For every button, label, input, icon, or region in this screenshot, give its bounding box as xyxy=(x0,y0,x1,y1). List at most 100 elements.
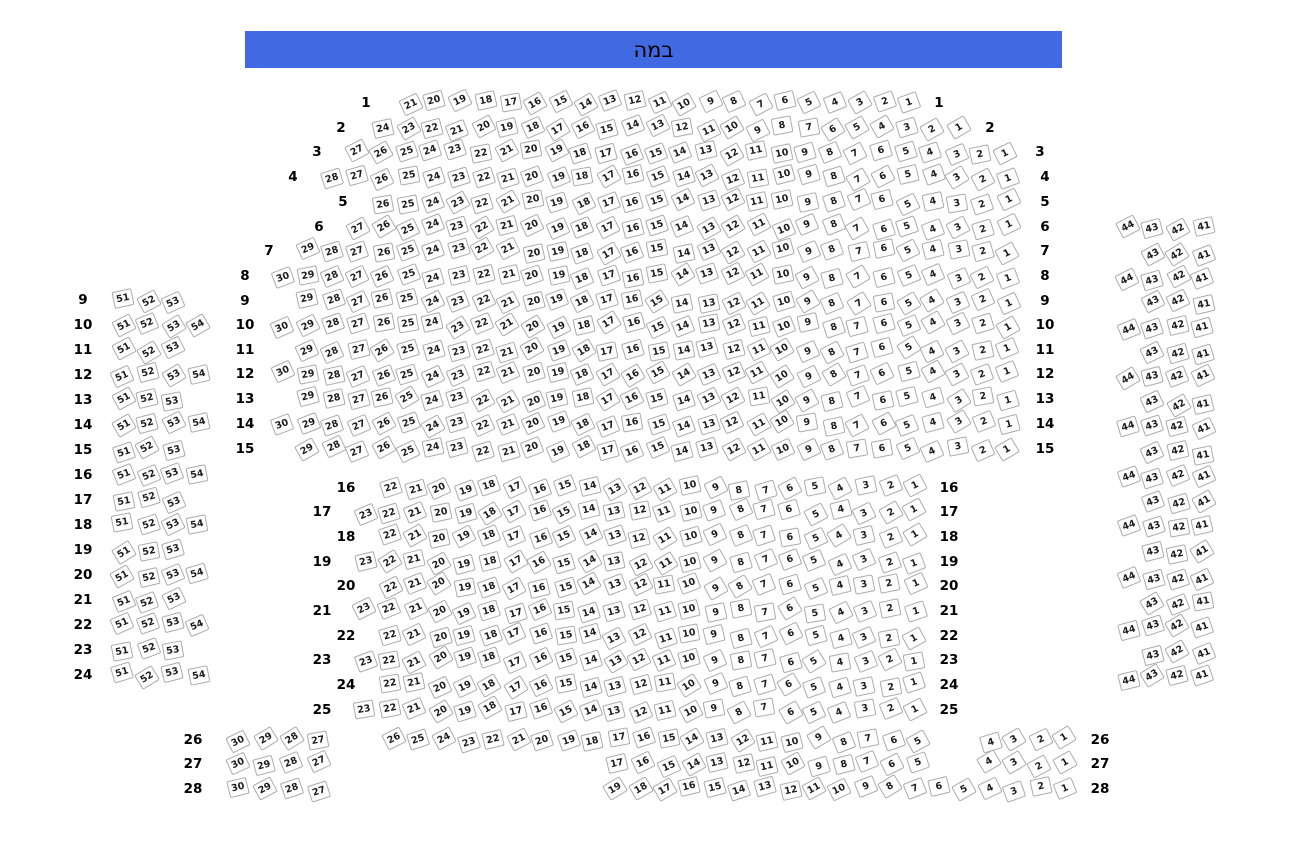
seat[interactable]: 42 xyxy=(1164,613,1191,639)
seat[interactable]: 28 xyxy=(319,167,345,190)
seat[interactable]: 12 xyxy=(720,386,747,412)
seat[interactable]: 22 xyxy=(471,288,497,312)
seat[interactable]: 8 xyxy=(821,190,847,213)
seat[interactable]: 42 xyxy=(1166,264,1193,289)
seat[interactable]: 29 xyxy=(296,412,322,436)
seat[interactable]: 5 xyxy=(803,502,830,527)
seat[interactable]: 6 xyxy=(870,188,895,211)
seat[interactable]: 3 xyxy=(1000,749,1027,775)
seat[interactable]: 18 xyxy=(570,337,597,363)
seat[interactable]: 3 xyxy=(853,697,877,719)
seat[interactable]: 3 xyxy=(945,215,972,240)
seat[interactable]: 15 xyxy=(703,776,727,798)
seat[interactable]: 13 xyxy=(696,413,722,436)
seat[interactable]: 8 xyxy=(821,165,846,188)
seat[interactable]: 23 xyxy=(445,411,470,434)
seat[interactable]: 25 xyxy=(395,363,420,386)
seat[interactable]: 9 xyxy=(703,475,729,500)
seat[interactable]: 13 xyxy=(694,262,720,285)
seat[interactable]: 11 xyxy=(651,525,678,551)
seat[interactable]: 18 xyxy=(571,387,595,409)
seat[interactable]: 16 xyxy=(619,191,644,213)
seat[interactable]: 18 xyxy=(569,242,595,266)
seat[interactable]: 7 xyxy=(845,316,870,338)
seat[interactable]: 3 xyxy=(852,574,875,596)
seat[interactable]: 11 xyxy=(745,291,772,317)
seat[interactable]: 30 xyxy=(270,359,296,384)
seat[interactable]: 44 xyxy=(1116,565,1142,589)
seat[interactable]: 53 xyxy=(160,410,187,435)
seat[interactable]: 11 xyxy=(653,699,678,721)
seat[interactable]: 28 xyxy=(320,311,346,335)
seat[interactable]: 23 xyxy=(447,166,472,189)
seat[interactable]: 18 xyxy=(476,646,501,670)
seat[interactable]: 2 xyxy=(878,696,904,720)
seat[interactable]: 2 xyxy=(878,473,904,497)
seat[interactable]: 9 xyxy=(702,522,728,547)
seat[interactable]: 15 xyxy=(644,189,670,213)
seat[interactable]: 9 xyxy=(702,698,726,719)
seat[interactable]: 9 xyxy=(854,774,879,798)
seat[interactable]: 18 xyxy=(570,412,596,437)
seat[interactable]: 20 xyxy=(522,290,547,313)
seat[interactable]: 18 xyxy=(570,165,594,187)
seat[interactable]: 54 xyxy=(187,412,211,434)
seat[interactable]: 10 xyxy=(771,237,796,260)
seat[interactable]: 12 xyxy=(778,779,803,801)
seat[interactable]: 9 xyxy=(701,498,727,522)
seat[interactable]: 43 xyxy=(1139,289,1166,314)
seat[interactable]: 5 xyxy=(804,603,827,624)
seat[interactable]: 13 xyxy=(696,189,722,212)
seat[interactable]: 9 xyxy=(794,265,821,290)
seat[interactable]: 6 xyxy=(775,671,802,697)
seat[interactable]: 24 xyxy=(420,191,445,215)
seat[interactable]: 17 xyxy=(504,602,529,625)
seat[interactable]: 41 xyxy=(1190,489,1217,515)
seat[interactable]: 7 xyxy=(845,166,872,192)
seat[interactable]: 28 xyxy=(319,340,345,365)
seat[interactable]: 27 xyxy=(344,240,370,264)
seat[interactable]: 8 xyxy=(822,416,846,438)
seat[interactable]: 13 xyxy=(694,140,718,162)
seat[interactable]: 18 xyxy=(580,730,604,752)
seat[interactable]: 26 xyxy=(371,194,395,215)
seat[interactable]: 1 xyxy=(996,212,1022,237)
seat[interactable]: 19 xyxy=(451,601,478,626)
seat[interactable]: 12 xyxy=(720,167,746,191)
seat[interactable]: 4 xyxy=(920,358,946,384)
seat[interactable]: 6 xyxy=(872,238,896,260)
seat[interactable]: 2 xyxy=(970,438,997,463)
seat[interactable]: 4 xyxy=(919,262,946,287)
seat[interactable]: 12 xyxy=(721,291,747,316)
seat[interactable]: 7 xyxy=(751,524,776,547)
seat[interactable]: 54 xyxy=(185,464,209,485)
seat[interactable]: 43 xyxy=(1140,489,1166,513)
seat[interactable]: 14 xyxy=(575,571,602,596)
seat[interactable]: 2 xyxy=(969,265,995,290)
seat[interactable]: 13 xyxy=(602,675,627,698)
seat[interactable]: 6 xyxy=(777,476,803,501)
seat[interactable]: 21 xyxy=(494,137,520,163)
seat[interactable]: 14 xyxy=(578,622,603,645)
seat[interactable]: 16 xyxy=(676,776,701,798)
seat[interactable]: 4 xyxy=(976,748,1002,774)
seat[interactable]: 13 xyxy=(697,293,721,315)
seat[interactable]: 13 xyxy=(597,89,623,113)
seat[interactable]: 9 xyxy=(796,437,822,462)
seat[interactable]: 41 xyxy=(1188,539,1215,565)
seat[interactable]: 14 xyxy=(577,548,604,574)
seat[interactable]: 2 xyxy=(877,550,902,574)
seat[interactable]: 42 xyxy=(1166,492,1191,514)
seat[interactable]: 18 xyxy=(569,266,595,290)
seat[interactable]: 8 xyxy=(771,115,794,136)
seat[interactable]: 16 xyxy=(621,217,645,240)
seat[interactable]: 42 xyxy=(1164,364,1189,388)
seat[interactable]: 53 xyxy=(160,490,187,514)
seat[interactable]: 21 xyxy=(398,92,424,117)
seat[interactable]: 19 xyxy=(452,700,477,723)
seat[interactable]: 17 xyxy=(502,650,528,674)
seat[interactable]: 5 xyxy=(801,648,828,674)
seat[interactable]: 19 xyxy=(545,387,569,409)
seat[interactable]: 23 xyxy=(352,699,376,720)
seat[interactable]: 19 xyxy=(451,624,476,647)
